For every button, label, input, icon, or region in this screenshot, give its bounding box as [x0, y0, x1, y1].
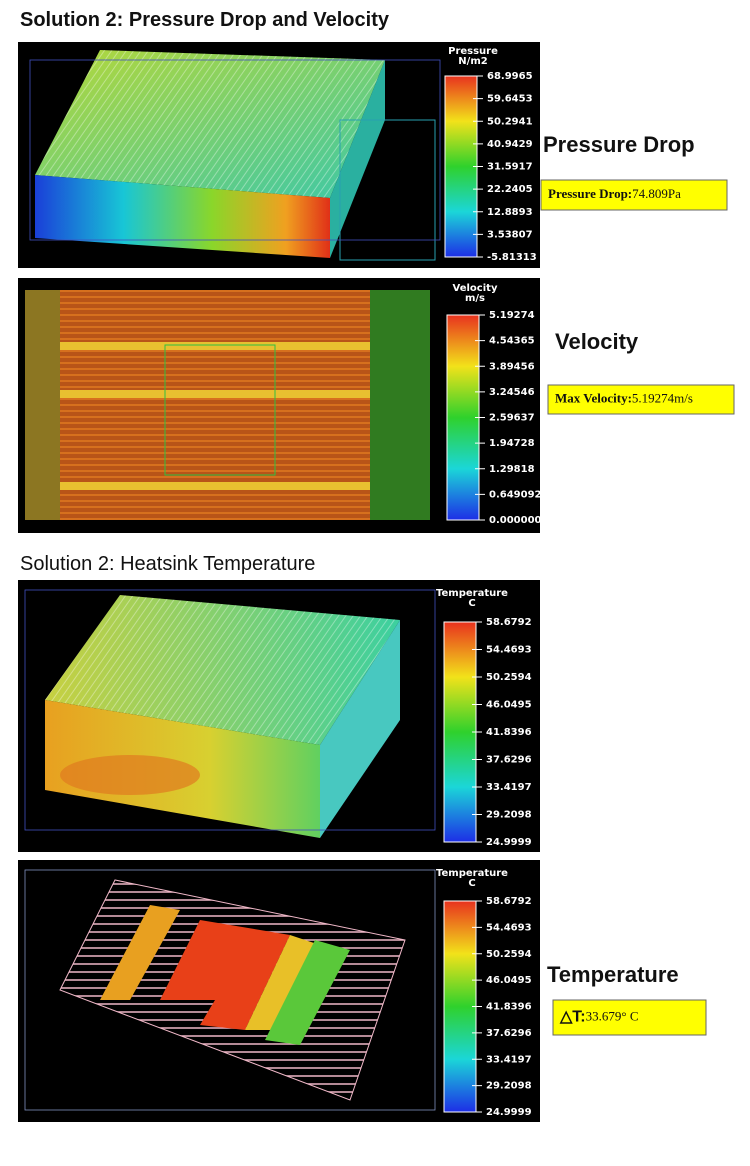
tick-label: 40.9429	[487, 139, 533, 150]
legend-unit: C	[468, 878, 475, 889]
result-heading: Velocity	[555, 329, 639, 354]
result-name: △T:	[559, 1009, 586, 1026]
result-box	[552, 999, 707, 1036]
result-box	[547, 384, 735, 415]
legend-title: Temperature	[436, 868, 508, 879]
tick-label: 3.53807	[487, 229, 533, 240]
tick-label: 50.2594	[486, 672, 532, 683]
result-heading: Temperature	[547, 962, 679, 987]
tick-label: 1.29818	[489, 464, 535, 475]
velocity-render	[25, 290, 430, 520]
tick-label: 54.4693	[486, 922, 532, 933]
tick-label: 0.000000	[489, 515, 542, 526]
tick-label: 29.2098	[486, 810, 532, 821]
tick-label: -5.81313	[487, 252, 537, 263]
tick-label: 37.6296	[486, 1028, 532, 1039]
color-bar	[446, 314, 480, 521]
result-value: 33.679° C	[586, 1008, 639, 1023]
result-text: △T:33.679° C	[559, 1008, 639, 1025]
result-value: 74.809Pa	[632, 186, 681, 201]
tick-label: 0.649092	[489, 489, 542, 500]
tick-label: 50.2594	[486, 949, 532, 960]
color-bar	[443, 900, 477, 1113]
tick-label: 24.9999	[486, 1107, 532, 1118]
color-bar	[444, 75, 478, 258]
tick-label: 22.2405	[487, 184, 533, 195]
result-name: Pressure Drop:	[548, 186, 632, 201]
tick-label: 31.5917	[487, 162, 533, 173]
result-value: 5.19274m/s	[632, 390, 693, 405]
tick-label: 3.89456	[489, 361, 535, 372]
tick-label: 3.24546	[489, 387, 535, 398]
result-heading: Pressure Drop	[543, 132, 695, 157]
tick-label: 54.4693	[486, 645, 532, 656]
tick-label: 46.0495	[486, 700, 532, 711]
tick-label: 68.9965	[487, 71, 533, 82]
tick-label: 59.6453	[487, 94, 533, 105]
tick-label: 4.54365	[489, 336, 535, 347]
tick-label: 5.19274	[489, 310, 535, 321]
tick-label: 29.2098	[486, 1081, 532, 1092]
section-title: Solution 2: Heatsink Temperature	[20, 553, 315, 575]
tick-label: 1.94728	[489, 438, 535, 449]
tick-label: 24.9999	[486, 837, 532, 848]
tick-label: 12.8893	[487, 207, 533, 218]
legend-unit: m/s	[465, 293, 485, 304]
section-title: Solution 2: Pressure Drop and Velocity	[20, 9, 390, 31]
result-name: Max Velocity:	[555, 390, 632, 405]
tick-label: 2.59637	[489, 413, 535, 424]
tick-label: 41.8396	[486, 727, 532, 738]
tick-label: 33.4197	[486, 1054, 532, 1065]
tick-label: 58.6792	[486, 896, 532, 907]
tick-label: 58.6792	[486, 617, 532, 628]
result-text: Pressure Drop:74.809Pa	[548, 186, 681, 201]
legend-title: Pressure	[448, 46, 498, 57]
tick-label: 41.8396	[486, 1002, 532, 1013]
temperature-render	[24, 589, 436, 838]
tick-label: 37.6296	[486, 755, 532, 766]
legend-unit: N/m2	[458, 56, 487, 67]
temperature-render	[24, 869, 436, 1111]
tick-label: 46.0495	[486, 975, 532, 986]
result-text: Max Velocity:5.19274m/s	[555, 390, 693, 405]
color-bar	[443, 621, 477, 843]
tick-label: 33.4197	[486, 782, 532, 793]
legend-title: Temperature	[436, 588, 508, 599]
legend-unit: C	[468, 598, 475, 609]
pressure-render	[29, 50, 441, 261]
tick-label: 50.2941	[487, 116, 533, 127]
result-box	[540, 179, 728, 211]
legend-title: Velocity	[453, 283, 498, 294]
